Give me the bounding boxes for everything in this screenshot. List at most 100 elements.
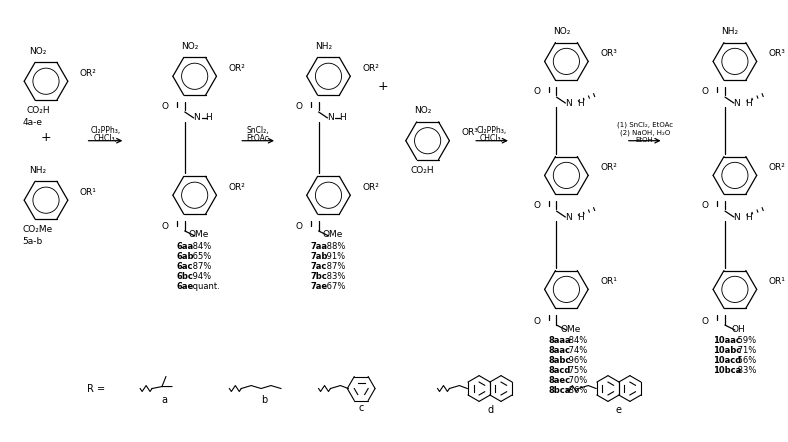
Text: 87%: 87% [324,262,345,271]
Text: 8bca: 8bca [548,386,571,395]
Text: O: O [162,102,169,110]
Text: 94%: 94% [190,272,211,281]
Text: 8aaa: 8aaa [548,336,571,346]
Text: 5a-b: 5a-b [22,237,43,246]
Text: OR²: OR² [362,183,379,192]
Text: 10abc: 10abc [713,347,742,355]
Text: 56%: 56% [735,356,756,365]
Text: NO₂: NO₂ [181,42,199,51]
Text: N: N [193,114,200,122]
Text: 59%: 59% [735,336,756,346]
Text: 6ae: 6ae [177,282,194,291]
Text: 4a-e: 4a-e [22,118,42,127]
Text: NH₂: NH₂ [29,166,46,175]
Text: 7ae: 7ae [310,282,328,291]
Text: O: O [701,87,708,95]
Text: 88%: 88% [324,242,345,251]
Text: d: d [487,405,493,415]
Text: NH₂: NH₂ [721,27,738,36]
Text: NH₂: NH₂ [315,42,332,51]
Text: H: H [339,114,346,122]
Text: 71%: 71% [735,347,756,355]
Text: 10acd: 10acd [713,356,742,365]
Text: 83%: 83% [324,272,345,281]
Text: 67%: 67% [324,282,345,291]
Text: R =: R = [87,384,106,393]
Text: 8aac: 8aac [548,347,571,355]
Text: 84%: 84% [190,242,211,251]
Text: O: O [533,87,540,95]
Text: 7aa: 7aa [310,242,328,251]
Text: N: N [734,99,740,107]
Text: O: O [296,222,303,232]
Text: N: N [565,213,572,221]
Text: OR¹: OR¹ [80,188,97,197]
Text: H: H [577,213,584,221]
Text: a: a [161,396,167,405]
Text: +: + [377,80,388,93]
Text: 65%: 65% [190,252,211,261]
Text: N: N [565,99,572,107]
Text: H: H [745,213,753,221]
Text: O: O [533,201,540,210]
Text: 8abc: 8abc [548,356,571,365]
Text: 7bc: 7bc [310,272,327,281]
Text: OMe: OMe [322,230,343,240]
Text: OR¹: OR¹ [768,277,786,286]
Text: H: H [577,99,584,107]
Text: 87%: 87% [190,262,212,271]
Text: O: O [701,316,708,326]
Text: 86%: 86% [567,386,588,395]
Text: H: H [745,99,753,107]
Text: OR²: OR² [600,163,617,172]
Text: 6ab: 6ab [177,252,195,261]
Text: OR³: OR³ [768,49,786,58]
Text: CHCl₃,: CHCl₃, [480,134,504,143]
Text: CO₂Me: CO₂Me [23,225,53,234]
Text: 74%: 74% [567,347,588,355]
Text: 10aac: 10aac [713,336,741,346]
Text: O: O [296,102,303,110]
Text: OR²: OR² [362,64,379,73]
Text: OR²: OR² [229,183,245,192]
Text: 6ac: 6ac [177,262,193,271]
Text: 84%: 84% [567,336,588,346]
Text: 70%: 70% [567,376,588,385]
Text: e: e [616,405,622,415]
Text: Cl₂PPh₃,: Cl₂PPh₃, [91,126,121,135]
Text: OMe: OMe [560,324,581,334]
Text: OMe: OMe [188,230,209,240]
Text: OR³: OR³ [461,128,478,137]
Text: 6aa: 6aa [177,242,194,251]
Text: OR³: OR³ [600,49,617,58]
Text: 7ab: 7ab [310,252,328,261]
Text: N: N [734,213,740,221]
Text: O: O [162,222,169,232]
Text: OH: OH [732,324,745,334]
Text: H: H [205,114,212,122]
Text: 91%: 91% [324,252,345,261]
Text: 10bca: 10bca [713,366,742,375]
Text: NO₂: NO₂ [414,107,431,115]
Text: NO₂: NO₂ [29,47,46,56]
Text: 6bc: 6bc [177,272,194,281]
Text: (2) NaOH, H₂O: (2) NaOH, H₂O [619,130,670,136]
Text: 8acd: 8acd [548,366,571,375]
Text: EtOH: EtOH [636,137,653,143]
Text: Cl₂PPh₃,: Cl₂PPh₃, [477,126,507,135]
Text: 83%: 83% [735,366,756,375]
Text: CO₂H: CO₂H [26,107,50,115]
Text: CHCl₃,: CHCl₃, [94,134,117,143]
Text: N: N [327,114,334,122]
Text: O: O [701,201,708,210]
Text: CO₂H: CO₂H [411,166,434,175]
Text: +: + [41,131,51,144]
Text: OR²: OR² [229,64,245,73]
Text: OR²: OR² [80,69,97,78]
Text: 7ac: 7ac [310,262,327,271]
Text: 96%: 96% [567,356,588,365]
Text: 75%: 75% [567,366,588,375]
Text: c: c [359,404,364,413]
Text: b: b [261,396,267,405]
Text: 8aec: 8aec [548,376,571,385]
